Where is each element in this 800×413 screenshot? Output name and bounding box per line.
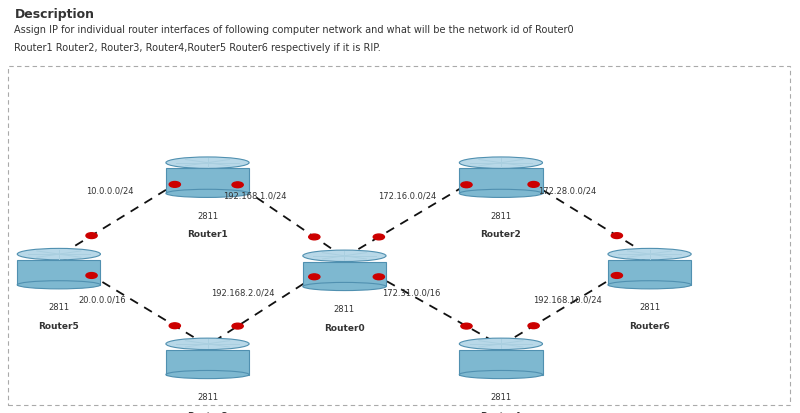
FancyBboxPatch shape	[166, 349, 249, 375]
Text: Router6: Router6	[629, 322, 670, 331]
Circle shape	[232, 182, 243, 188]
FancyBboxPatch shape	[459, 169, 542, 193]
FancyBboxPatch shape	[608, 260, 691, 285]
Circle shape	[528, 182, 539, 188]
Ellipse shape	[459, 338, 542, 349]
Circle shape	[309, 234, 320, 240]
Ellipse shape	[459, 157, 542, 169]
Text: 2811: 2811	[197, 212, 218, 221]
Text: 2811: 2811	[639, 303, 660, 312]
Circle shape	[86, 233, 97, 238]
Text: Router5: Router5	[38, 322, 79, 331]
Text: Description: Description	[14, 8, 94, 21]
Text: 2811: 2811	[197, 393, 218, 402]
Circle shape	[461, 323, 472, 329]
Text: 192.168.10.0/24: 192.168.10.0/24	[533, 295, 602, 304]
Circle shape	[611, 273, 622, 278]
Circle shape	[309, 274, 320, 280]
Circle shape	[374, 274, 385, 280]
Circle shape	[528, 323, 539, 329]
Circle shape	[170, 182, 181, 188]
Text: 20.0.0.0/16: 20.0.0.0/16	[78, 295, 126, 304]
Ellipse shape	[166, 338, 249, 349]
Text: 172.28.0.0/24: 172.28.0.0/24	[538, 187, 597, 196]
Ellipse shape	[303, 250, 386, 261]
Circle shape	[611, 233, 622, 238]
Text: 2811: 2811	[48, 303, 70, 312]
Text: Router3: Router3	[187, 411, 228, 413]
Text: Router0: Router0	[324, 323, 365, 332]
Text: 2811: 2811	[334, 305, 355, 314]
Ellipse shape	[166, 189, 249, 197]
Text: 172.31.0.0/16: 172.31.0.0/16	[382, 289, 440, 297]
Ellipse shape	[18, 248, 101, 260]
Circle shape	[461, 182, 472, 188]
Text: Router2: Router2	[481, 230, 522, 240]
Text: 172.16.0.0/24: 172.16.0.0/24	[378, 192, 436, 201]
Ellipse shape	[166, 370, 249, 379]
Text: Assign IP for individual router interfaces of following computer network and wha: Assign IP for individual router interfac…	[14, 25, 574, 35]
Ellipse shape	[608, 248, 691, 260]
Text: Router1: Router1	[187, 230, 228, 240]
FancyBboxPatch shape	[166, 169, 249, 193]
Text: 2811: 2811	[490, 212, 511, 221]
Circle shape	[374, 234, 385, 240]
Ellipse shape	[459, 370, 542, 379]
Text: 10.0.0.0/24: 10.0.0.0/24	[86, 187, 134, 196]
FancyBboxPatch shape	[303, 261, 386, 287]
Ellipse shape	[166, 157, 249, 169]
Circle shape	[232, 323, 243, 329]
Ellipse shape	[459, 189, 542, 197]
Ellipse shape	[608, 281, 691, 289]
Text: Router4: Router4	[481, 411, 522, 413]
Circle shape	[86, 273, 97, 278]
Text: 192.168.2.0/24: 192.168.2.0/24	[211, 289, 274, 297]
Ellipse shape	[18, 281, 101, 289]
Text: 2811: 2811	[490, 393, 511, 402]
Circle shape	[170, 323, 181, 329]
Text: Router1 Router2, Router3, Router4,Router5 Router6 respectively if it is RIP.: Router1 Router2, Router3, Router4,Router…	[14, 43, 381, 53]
FancyBboxPatch shape	[18, 260, 101, 285]
FancyBboxPatch shape	[8, 66, 790, 405]
FancyBboxPatch shape	[459, 349, 542, 375]
Text: 192.168.1.0/24: 192.168.1.0/24	[222, 192, 286, 201]
Ellipse shape	[303, 282, 386, 291]
